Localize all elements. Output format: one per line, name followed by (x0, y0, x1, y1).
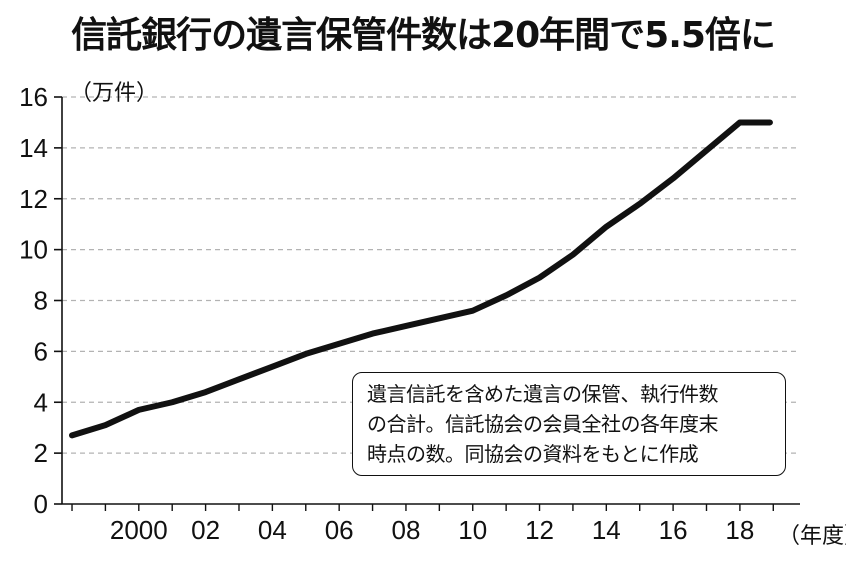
y-tick-label: 16 (19, 82, 48, 112)
source-note-box: 遺言信託を含めた遺言の保管、執行件数 の合計。信託協会の会員全社の各年度末 時点… (352, 372, 786, 476)
y-tick-labels: 0 2 4 6 8 10 12 14 16 (19, 82, 48, 519)
x-tick-label: 04 (258, 515, 287, 545)
axes (54, 96, 800, 511)
series-line (69, 119, 773, 439)
y-tick-label: 10 (19, 235, 48, 265)
x-tick-label: 06 (325, 515, 354, 545)
x-tick-labels: 2000 02 04 06 08 10 12 14 16 18 (110, 515, 754, 545)
series-layer (69, 119, 773, 439)
y-tick-label: 6 (34, 336, 48, 366)
y-tick-label: 0 (34, 489, 48, 519)
note-line-1: 遺言信託を含めた遺言の保管、執行件数 (367, 382, 719, 406)
x-tick-label: 10 (458, 515, 487, 545)
x-tick-label: 12 (525, 515, 554, 545)
chart-title: 信託銀行の遺言保管件数は20年間で5.5倍に (71, 15, 776, 56)
x-axis-unit-label: （年度） (778, 524, 846, 549)
x-tick-label: 14 (592, 515, 621, 545)
y-tick-label: 8 (34, 286, 48, 316)
x-tick-label: 16 (659, 515, 688, 545)
y-tick-label: 2 (34, 438, 48, 468)
y-tick-label: 4 (34, 387, 48, 417)
x-tick-label: 18 (725, 515, 754, 545)
note-line-2: の合計。信託協会の会員全社の各年度末 (367, 412, 719, 436)
x-tick-label: 02 (191, 515, 220, 545)
y-tick-label: 14 (19, 133, 48, 163)
y-axis-unit-label: （万件） (70, 81, 158, 106)
x-tick-label: 08 (391, 515, 420, 545)
x-tick-label: 2000 (110, 515, 168, 545)
note-line-3: 時点の数。同協会の資料をもとに作成 (367, 442, 699, 466)
y-tick-label: 12 (19, 184, 48, 214)
